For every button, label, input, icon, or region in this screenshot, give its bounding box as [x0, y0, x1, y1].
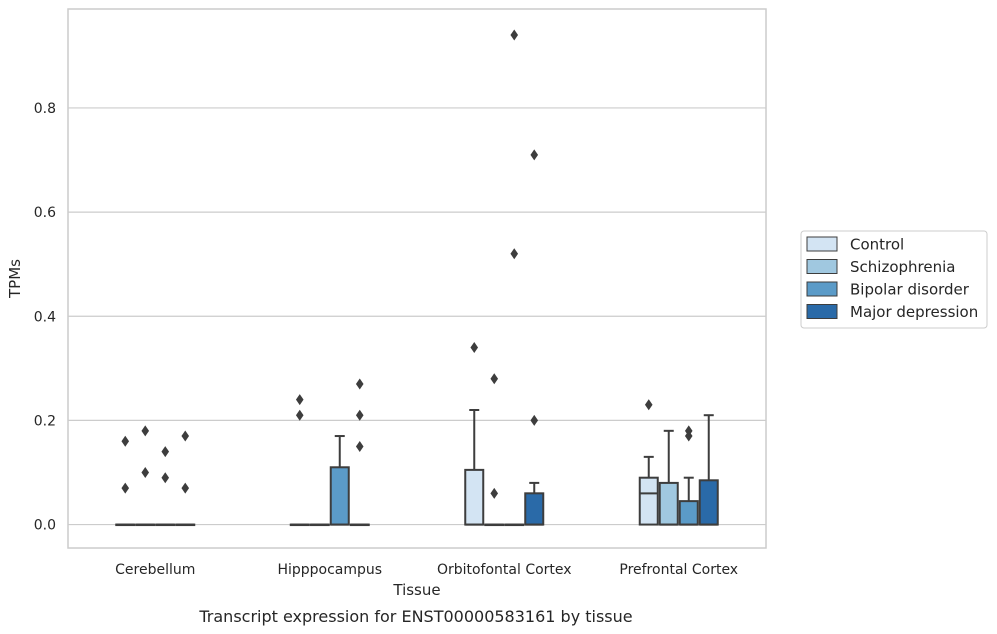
legend-frame: [800, 230, 988, 329]
legend-label-bipolar-disorder: Bipolar disorder: [850, 281, 970, 299]
outlier-point: [181, 482, 190, 494]
y-tick-label: 0.8: [34, 101, 56, 117]
plot-frame: [67, 8, 767, 549]
outlier-point: [470, 342, 479, 354]
x-tick-label: Cerebellum: [115, 562, 195, 578]
box-bipolar-disorder-prefrontal-cortex: [678, 425, 699, 526]
box-control-hipppocampus: [289, 394, 310, 527]
box-control-prefrontal-cortex: [638, 399, 659, 526]
x-tick-label: Hipppocampus: [277, 562, 382, 578]
box-major-depression-hipppocampus: [349, 378, 370, 527]
box-schizophrenia-cerebellum: [135, 425, 156, 527]
box-body: [698, 479, 719, 526]
outlier-point: [510, 29, 519, 41]
box-body: [658, 481, 679, 526]
box-body: [678, 500, 699, 526]
legend-label-major-depression: Major depression: [850, 303, 978, 321]
y-axis-label: TPMs: [6, 259, 24, 299]
outlier-point: [355, 378, 364, 390]
outlier-point: [161, 472, 170, 484]
x-axis-label: Tissue: [392, 581, 440, 599]
y-tick-labels: 0.0 0.2 0.4 0.6 0.8: [34, 101, 56, 534]
legend-label-control: Control: [850, 236, 904, 254]
outlier-point: [295, 394, 304, 406]
box-schizophrenia-orbitofontal-cortex: [484, 373, 505, 527]
box-bipolar-disorder-orbitofontal-cortex: [504, 29, 525, 527]
box-major-depression-prefrontal-cortex: [698, 414, 719, 526]
outlier-point: [490, 487, 499, 499]
y-tick-label: 0.0: [34, 518, 56, 534]
legend-swatch-major-depression: [806, 304, 838, 319]
x-tick-label: Prefrontal Cortex: [619, 562, 738, 578]
box-bipolar-disorder-hipppocampus: [329, 435, 350, 526]
outlier-point: [141, 425, 150, 437]
outlier-point: [141, 466, 150, 478]
box-body: [464, 468, 485, 526]
x-tick-labels: Cerebellum Hipppocampus Orbitofontal Corte…: [115, 562, 738, 578]
legend: Control Schizophrenia Bipolar disorder Majo…: [800, 230, 988, 329]
outlier-point: [530, 414, 539, 426]
box-control-orbitofontal-cortex: [464, 342, 485, 526]
box-major-depression-orbitofontal-cortex: [524, 149, 545, 526]
legend-swatch-schizophrenia: [806, 259, 838, 274]
box-body: [329, 466, 350, 526]
legend-label-schizophrenia: Schizophrenia: [850, 258, 955, 276]
y-tick-label: 0.2: [34, 413, 56, 429]
outlier-point: [355, 440, 364, 452]
legend-swatch-bipolar-disorder: [806, 281, 838, 297]
outlier-point: [644, 399, 653, 411]
gridlines: [68, 107, 766, 526]
x-tick-label: Orbitofontal Cortex: [437, 562, 572, 578]
outlier-point: [684, 430, 693, 442]
box-schizophrenia-prefrontal-cortex: [658, 429, 679, 526]
outlier-point: [530, 149, 539, 161]
outlier-point: [295, 409, 304, 421]
y-tick-label: 0.6: [34, 205, 56, 221]
outlier-point: [121, 435, 130, 447]
y-tick-label: 0.4: [34, 309, 56, 325]
outlier-point: [355, 409, 364, 421]
box-bipolar-disorder-cerebellum: [155, 446, 176, 527]
outlier-point: [510, 248, 519, 260]
outlier-point: [161, 446, 170, 458]
box-major-depression-cerebellum: [175, 430, 196, 527]
box-control-cerebellum: [115, 435, 136, 527]
outlier-point: [181, 430, 190, 442]
box-groups: [115, 29, 719, 527]
box-body: [638, 476, 659, 526]
box-schizophrenia-hipppocampus: [309, 523, 330, 527]
box-body: [524, 492, 545, 526]
legend-swatch-control: [806, 236, 838, 252]
outlier-point: [121, 482, 130, 494]
chart-caption: Transcript expression for ENST0000058316…: [198, 607, 632, 626]
outlier-point: [490, 373, 499, 385]
